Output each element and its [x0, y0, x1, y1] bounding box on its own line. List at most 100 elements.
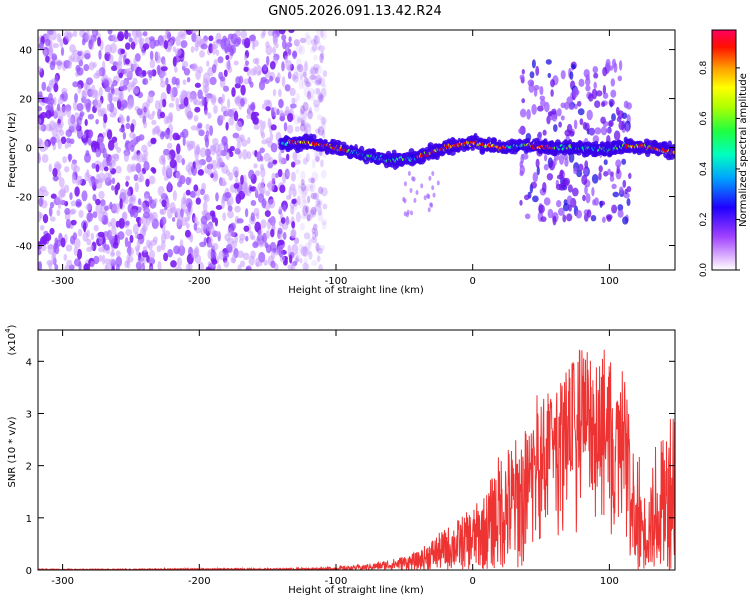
- spectrogram-noise-cell: [286, 170, 291, 178]
- spectrogram-scatter-cell: [608, 98, 615, 107]
- spectrogram-noise-cell: [136, 239, 141, 249]
- spectrogram-noise-cell: [185, 222, 190, 229]
- spectrogram-noise-cell: [311, 227, 316, 234]
- spectrogram-noise-cell: [299, 73, 303, 81]
- spectrogram-noise-cell: [44, 233, 52, 242]
- spectrogram-noise-cell: [190, 125, 198, 131]
- spectrogram-noise-cell: [131, 30, 139, 38]
- spectrogram-scatter-cell: [519, 160, 523, 168]
- spectrogram-noise-cell: [302, 185, 309, 195]
- spectrogram-noise-cell: [289, 87, 296, 97]
- spectrogram-noise-cell: [267, 180, 275, 192]
- spectrogram-noise-cell: [190, 165, 195, 173]
- spectrogram-noise-cell: [293, 159, 301, 165]
- spectrogram-noise-cell: [111, 177, 116, 185]
- spectrogram-noise-cell: [104, 205, 109, 212]
- spectrogram-noise-cell: [38, 66, 43, 73]
- spectrogram-noise-cell: [300, 246, 308, 257]
- spectrogram-noise-cell: [215, 49, 220, 56]
- spectrogram-noise-cell: [133, 57, 137, 68]
- spectrogram-noise-cell: [306, 214, 312, 222]
- spectrogram-noise-cell: [180, 40, 188, 49]
- spectrogram-scatter-cell: [625, 122, 630, 133]
- spectrogram-noise-cell: [70, 200, 77, 207]
- spectrogram-noise-cell: [39, 212, 43, 219]
- spectrogram-scatter-cell: [432, 192, 436, 198]
- spectrogram-scatter-cell: [617, 75, 623, 82]
- spectrogram-noise-cell: [278, 205, 283, 212]
- spectrogram-noise-cell: [38, 152, 41, 164]
- spectrogram-noise-cell: [75, 198, 82, 208]
- spectrogram-noise-cell: [85, 102, 91, 113]
- spectrogram-noise-cell: [258, 80, 266, 91]
- spectrogram-noise-cell: [168, 102, 175, 108]
- spectrogram-noise-cell: [116, 182, 121, 191]
- spectrogram-noise-cell: [225, 108, 231, 117]
- spectrogram-noise-cell: [310, 177, 316, 184]
- spectrogram-scatter-cell: [564, 158, 569, 167]
- spectrogram-noise-cell: [321, 117, 328, 124]
- spectrogram-noise-cell: [51, 53, 58, 61]
- spectrogram-noise-cell: [135, 135, 141, 143]
- spectrogram-noise-cell: [313, 63, 320, 71]
- figure-title: GN05.2026.091.13.42.R24: [268, 4, 442, 19]
- spectrogram-noise-cell: [258, 251, 266, 263]
- spectrogram-scatter-cell: [547, 72, 552, 78]
- spectrogram-noise-cell: [190, 46, 195, 53]
- spectrogram-noise-cell: [206, 212, 212, 221]
- spectrogram-noise-cell: [39, 185, 47, 192]
- spectrogram-noise-cell: [227, 205, 233, 212]
- spectrogram-noise-cell: [275, 172, 279, 179]
- spectrogram-noise-cell: [204, 86, 208, 98]
- spectrogram-x-tick-label: -100: [325, 276, 348, 287]
- spectrogram-noise-cell: [170, 235, 175, 241]
- spectrogram-noise-cell: [167, 248, 173, 258]
- spectrogram-noise-cell: [203, 72, 211, 84]
- spectrogram-noise-cell: [319, 53, 324, 64]
- spectrogram-noise-cell: [322, 83, 327, 90]
- colorbar: [711, 29, 737, 271]
- spectrogram-noise-cell: [95, 118, 99, 125]
- spectrogram-noise-cell: [95, 203, 102, 214]
- spectrogram-noise-cell: [38, 41, 44, 50]
- spectrogram-noise-cell: [259, 119, 263, 128]
- spectrogram-noise-cell: [93, 97, 99, 109]
- spectrogram-scatter-cell: [540, 216, 547, 222]
- spectrogram-noise-cell: [311, 259, 318, 267]
- spectrogram-noise-cell: [64, 142, 69, 149]
- spectrogram-y-tick-label: -40: [16, 242, 32, 253]
- spectrogram-noise-cell: [245, 235, 249, 242]
- spectrogram-noise-cell: [111, 185, 115, 191]
- spectrogram-scatter-cell: [531, 103, 537, 115]
- spectrogram-noise-cell: [280, 217, 286, 224]
- spectrogram-noise-cell: [285, 60, 293, 71]
- spectrogram-noise-cell: [315, 41, 322, 51]
- spectrogram-noise-cell: [257, 229, 262, 240]
- spectrogram-noise-cell: [302, 262, 309, 270]
- colorbar-tick-label: 0.0: [699, 263, 709, 278]
- spectrogram-noise-cell: [302, 157, 308, 165]
- spectrogram-noise-cell: [244, 37, 251, 49]
- spectrogram-noise-cell: [305, 35, 312, 46]
- spectrogram-noise-cell: [193, 222, 198, 231]
- snr-panel: -300 -200 -100 0 100 0 1 2 3 4 Height of straigh…: [4, 324, 676, 596]
- spectrogram-noise-cell: [139, 218, 144, 225]
- spectrogram-noise-cell: [199, 147, 207, 158]
- spectrogram-noise-cell: [106, 104, 111, 112]
- spectrogram-noise-cell: [260, 132, 266, 139]
- spectrogram-noise-cell: [302, 198, 307, 204]
- spectrogram-noise-cell: [195, 34, 202, 46]
- spectrogram-noise-cell: [90, 89, 98, 98]
- spectrogram-noise-cell: [86, 229, 91, 238]
- spectrogram-noise-cell: [311, 43, 318, 52]
- spectrogram-noise-cell: [76, 67, 84, 76]
- spectrogram-band-cell: [526, 137, 531, 144]
- spectrogram-noise-cell: [193, 115, 199, 122]
- spectrogram-noise-cell: [161, 199, 167, 208]
- spectrogram-noise-cell: [269, 132, 274, 142]
- spectrogram-noise-cell: [143, 121, 147, 129]
- spectrogram-noise-cell: [303, 86, 310, 98]
- spectrogram-noise-cell: [261, 198, 267, 209]
- spectrogram-scatter-cell: [618, 60, 623, 71]
